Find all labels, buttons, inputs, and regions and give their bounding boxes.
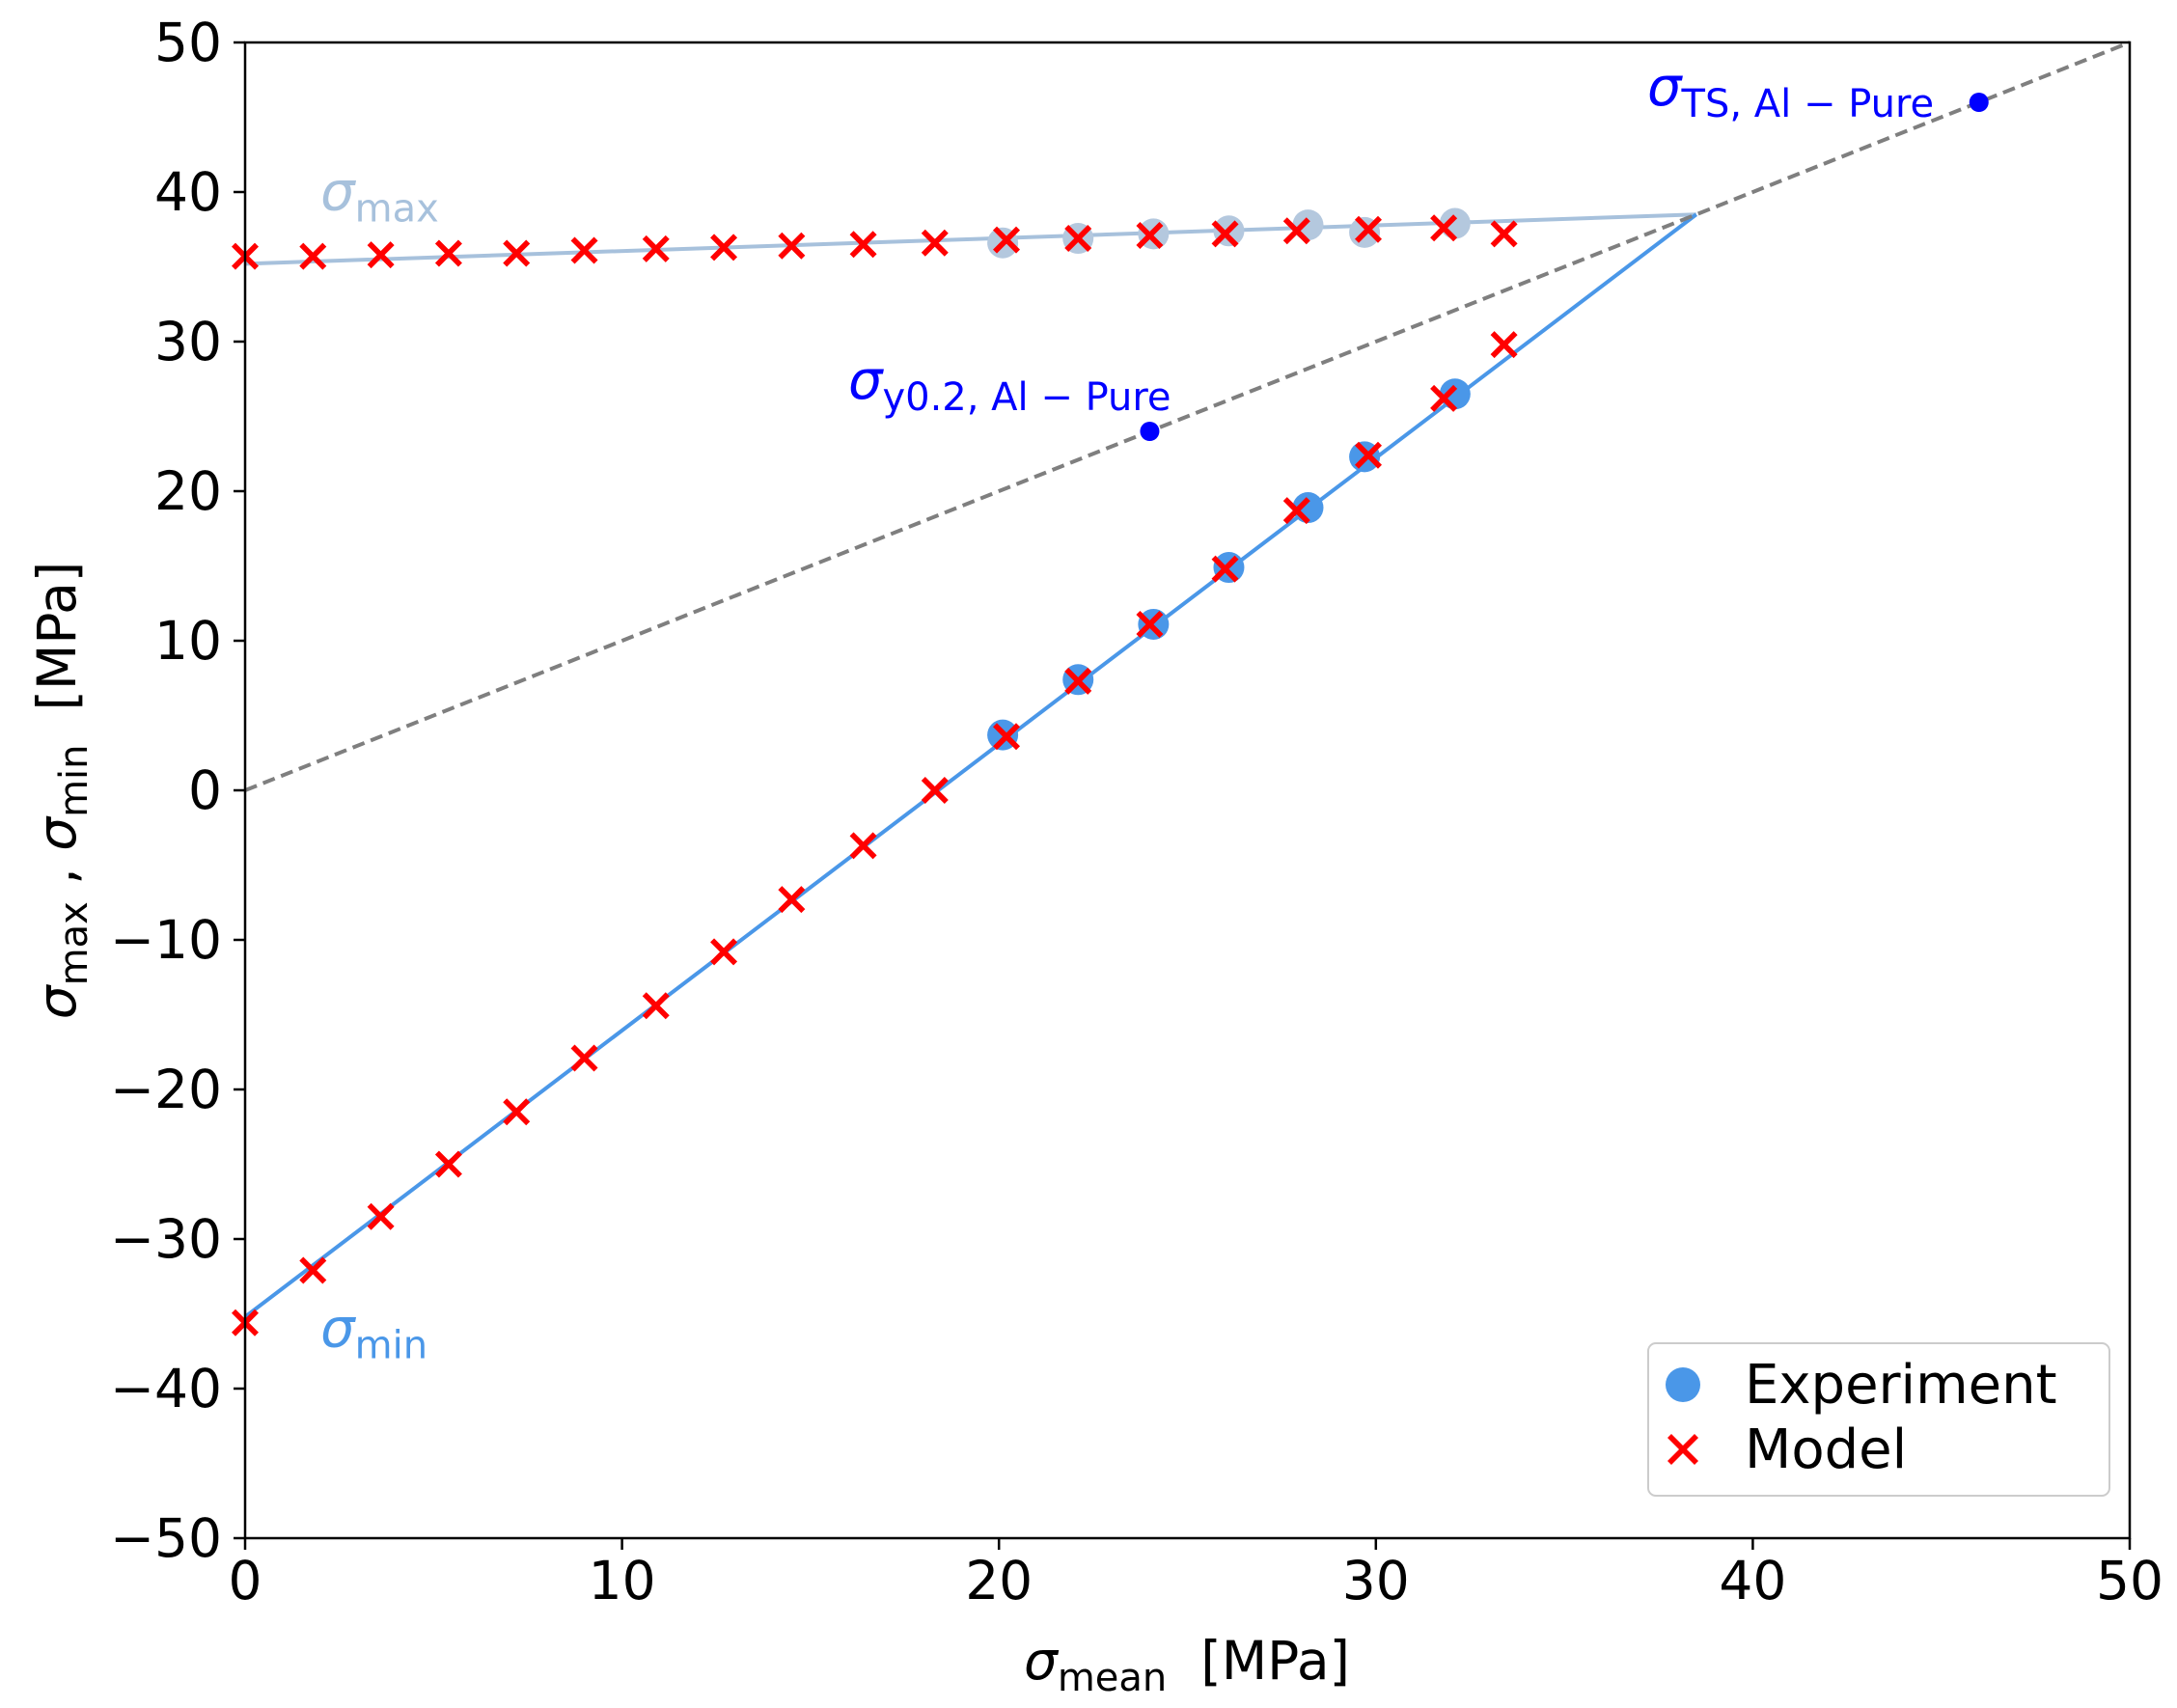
model-point <box>1490 220 1518 248</box>
experiment-point <box>1439 207 1471 239</box>
model-point <box>849 832 877 860</box>
y-tick-label: 0 <box>188 759 222 821</box>
y-tick-label: 10 <box>154 610 222 672</box>
model-point <box>299 242 327 270</box>
legend-experiment-label: Experiment <box>1745 1354 2057 1417</box>
model-point <box>1064 225 1092 253</box>
legend-box <box>1647 1342 2110 1497</box>
y-tick-label: −40 <box>110 1358 222 1419</box>
y-tick-label: 50 <box>154 12 222 73</box>
model-point <box>1282 217 1310 245</box>
y-tick-label: −10 <box>110 909 222 971</box>
model-point <box>710 234 738 262</box>
annotation-sigma_min: σmin <box>320 1298 427 1368</box>
x-tick-label: 30 <box>1342 1550 1410 1612</box>
model-point <box>778 886 806 914</box>
annotation-layer: σmax σmin σy0.2, Al − Pure σTS, Al − Pure <box>320 56 1934 1368</box>
y-tick-label: −50 <box>110 1507 222 1569</box>
model-point <box>1064 667 1092 695</box>
annotation-ts: σTS, Al − Pure <box>1647 56 1934 126</box>
ticks-layer: 0 10 20 30 40 50 −50 −40 −30 −20 −10 0 10 20 30 40 50 <box>110 12 2163 1612</box>
material-point <box>1969 93 1989 112</box>
model-point <box>1354 441 1382 469</box>
series-line-0 <box>244 212 1696 266</box>
legend-experiment-marker <box>1666 1367 1700 1402</box>
y-tick-label: 40 <box>154 161 222 223</box>
model-point <box>642 992 670 1020</box>
model-point <box>1136 610 1164 638</box>
model-point <box>503 1098 531 1126</box>
y-tick-label: 20 <box>154 460 222 522</box>
x-tick-label: 20 <box>965 1550 1033 1612</box>
y-tick-label: −30 <box>110 1208 222 1270</box>
model-point <box>1430 214 1458 242</box>
model-point <box>1211 220 1239 248</box>
experiment-point <box>1439 378 1471 410</box>
model-point <box>434 1150 462 1178</box>
legend: Experiment Model <box>1647 1342 2110 1497</box>
x-tick-label: 10 <box>589 1550 656 1612</box>
y-axis-label: σmax , σmin [MPa] <box>26 562 96 1020</box>
model-point <box>1282 497 1310 525</box>
model-point <box>642 234 670 262</box>
model-point <box>1136 221 1164 249</box>
model-point <box>434 239 462 267</box>
reference-dashed-line <box>244 41 2131 792</box>
model-point <box>367 241 395 269</box>
x-tick-label: 40 <box>1719 1550 1786 1612</box>
model-point <box>299 1256 327 1284</box>
model-point <box>367 1202 395 1230</box>
model-point <box>778 232 806 260</box>
data-layer <box>232 41 2131 1336</box>
x-tick-label: 0 <box>229 1550 262 1612</box>
model-point <box>1490 331 1518 359</box>
model-point <box>710 938 738 966</box>
x-tick-label: 50 <box>2096 1550 2163 1612</box>
model-point <box>921 229 949 257</box>
model-point <box>993 226 1021 254</box>
y-tick-label: −20 <box>110 1059 222 1120</box>
legend-model-label: Model <box>1745 1419 1907 1481</box>
model-point <box>570 1044 598 1072</box>
model-point <box>993 723 1021 751</box>
model-point <box>1430 384 1458 412</box>
model-point <box>1354 215 1382 243</box>
plot-frame <box>243 41 2132 1540</box>
x-axis-label: σmean [MPa] <box>1024 1630 1350 1700</box>
legend-model-marker <box>1667 1434 1698 1465</box>
model-point <box>503 239 531 267</box>
y-tick-label: 30 <box>154 311 222 372</box>
annotation-sigma_max: σmax <box>320 161 439 232</box>
material-point <box>1140 422 1160 441</box>
model-point <box>1211 555 1239 583</box>
model-point <box>570 236 598 264</box>
model-point <box>921 777 949 804</box>
annotation-y02: σy0.2, Al − Pure <box>848 349 1171 420</box>
experiment-point <box>1292 209 1324 241</box>
model-point <box>849 231 877 259</box>
